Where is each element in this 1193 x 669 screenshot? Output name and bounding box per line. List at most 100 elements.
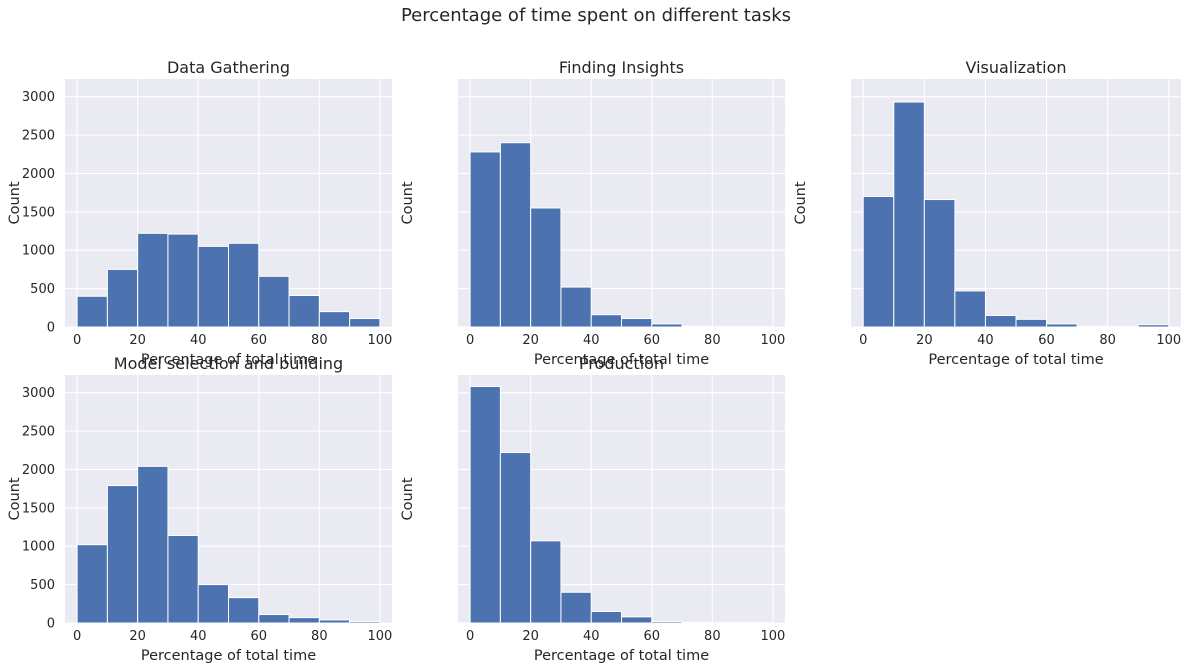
histogram-bar: [1015, 318, 1048, 328]
x-axis-label: Percentage of total time: [141, 352, 316, 368]
y-tick-label: 1000: [22, 540, 55, 555]
x-tick-label: 60: [1038, 333, 1055, 348]
histogram-bar: [681, 621, 713, 624]
histogram-bar: [681, 325, 713, 328]
y-tick-label: 500: [30, 578, 55, 593]
y-axis-label: Count: [7, 477, 23, 520]
x-tick-label: 40: [190, 333, 207, 348]
x-tick-label: 100: [1156, 333, 1181, 348]
x-tick-label: 80: [311, 333, 328, 348]
x-tick-label: 100: [760, 629, 785, 644]
y-tick-label: 1500: [22, 501, 55, 516]
histogram-bar: [469, 151, 501, 328]
x-tick-label: 20: [522, 629, 539, 644]
x-tick-label: 80: [704, 333, 721, 348]
histogram-bar: [137, 232, 169, 328]
histogram-bar: [560, 591, 592, 624]
histogram-bar: [1046, 323, 1078, 328]
histogram-bar: [621, 318, 653, 328]
y-axis-label: Count: [7, 181, 23, 224]
x-axis-label: Percentage of total time: [928, 352, 1103, 368]
histogram-bar: [590, 610, 623, 624]
histogram-bar: [228, 597, 260, 624]
histogram-bar: [258, 275, 290, 328]
histogram-bar: [106, 268, 139, 328]
histogram-bar: [1076, 325, 1109, 328]
y-tick-label: 2000: [22, 463, 55, 478]
x-tick-label: 40: [583, 333, 600, 348]
histogram-bar: [954, 290, 986, 328]
y-tick-label: 1500: [22, 205, 55, 220]
histogram-bar: [318, 311, 351, 328]
x-tick-label: 60: [644, 333, 661, 348]
y-tick-label: 3000: [22, 90, 55, 105]
histogram-bar: [530, 207, 562, 328]
panel-title: Production: [579, 354, 664, 373]
y-tick-label: 2500: [22, 129, 55, 144]
y-tick-label: 2000: [22, 167, 55, 182]
x-tick-label: 60: [251, 629, 268, 644]
histogram-panel-4: 0 20 40 60 80 100050010001500200025003000Mode…: [7, 354, 392, 664]
x-axis-label: Percentage of total time: [534, 648, 709, 664]
histogram-bar: [984, 314, 1017, 328]
x-tick-label: 0: [466, 333, 474, 348]
histogram-panel-3: 0 20 40 60 80 100 Visualization Percentage of t…: [793, 58, 1181, 368]
x-tick-label: 60: [644, 629, 661, 644]
histogram-bar: [499, 452, 532, 624]
histogram-bar: [469, 386, 501, 624]
histogram-bar: [651, 620, 683, 624]
y-tick-label: 3000: [22, 386, 55, 401]
histogram-bar: [258, 614, 290, 624]
y-tick-label: 0: [47, 321, 55, 336]
histogram-bar: [560, 286, 592, 328]
histogram-bar: [137, 465, 169, 624]
x-tick-label: 40: [583, 629, 600, 644]
histogram-bar: [893, 101, 925, 328]
x-axis-label: Percentage of total time: [141, 648, 316, 664]
panel-title: Model selection and building: [114, 354, 343, 373]
x-tick-label: 40: [190, 629, 207, 644]
x-tick-label: 40: [977, 333, 994, 348]
histogram-bar: [76, 295, 108, 328]
x-tick-label: 100: [367, 333, 392, 348]
x-tick-label: 0: [859, 333, 867, 348]
histogram-bar: [288, 617, 320, 624]
x-tick-label: 60: [251, 333, 268, 348]
histogram-panel-2: 0 20 40 60 80 100 Finding Insights Percentage o…: [400, 58, 785, 368]
histogram-panel-5: 0 20 40 60 80 100 Production Percentage of tota…: [400, 354, 785, 664]
histogram-bar: [76, 544, 108, 624]
histogram-bar: [923, 199, 956, 328]
y-tick-label: 500: [30, 282, 55, 297]
histogram-bar: [349, 620, 381, 624]
histogram-bar: [197, 245, 230, 328]
histogram-bar: [288, 295, 320, 328]
histogram-bar: [1137, 324, 1170, 328]
x-tick-label: 0: [73, 333, 81, 348]
panel-title: Data Gathering: [167, 58, 290, 77]
y-tick-label: 1000: [22, 244, 55, 259]
x-tick-label: 100: [760, 333, 785, 348]
figure-title: Percentage of time spent on different ta…: [401, 5, 791, 26]
x-tick-label: 20: [129, 333, 146, 348]
histogram-bar: [621, 616, 653, 624]
histogram-bar: [590, 314, 623, 328]
y-axis-label: Count: [400, 477, 416, 520]
histogram-bar: [862, 195, 895, 328]
y-axis-label: Count: [793, 181, 809, 224]
y-axis-label: Count: [400, 181, 416, 224]
x-tick-label: 0: [73, 629, 81, 644]
histogram-bar: [349, 318, 381, 328]
x-tick-label: 0: [466, 629, 474, 644]
histogram-bar: [167, 233, 199, 328]
x-tick-label: 80: [704, 629, 721, 644]
y-tick-label: 0: [47, 617, 55, 632]
x-tick-label: 80: [1099, 333, 1116, 348]
x-tick-label: 20: [522, 333, 539, 348]
x-tick-label: 20: [916, 333, 933, 348]
x-tick-label: 80: [311, 629, 328, 644]
panel-title: Visualization: [965, 58, 1066, 77]
histogram-bar: [530, 540, 562, 624]
histogram-bar: [197, 584, 230, 624]
histogram-bar: [167, 534, 199, 624]
histogram-panel-1: 0 20 40 60 80 100050010001500200025003000Data…: [7, 58, 392, 368]
